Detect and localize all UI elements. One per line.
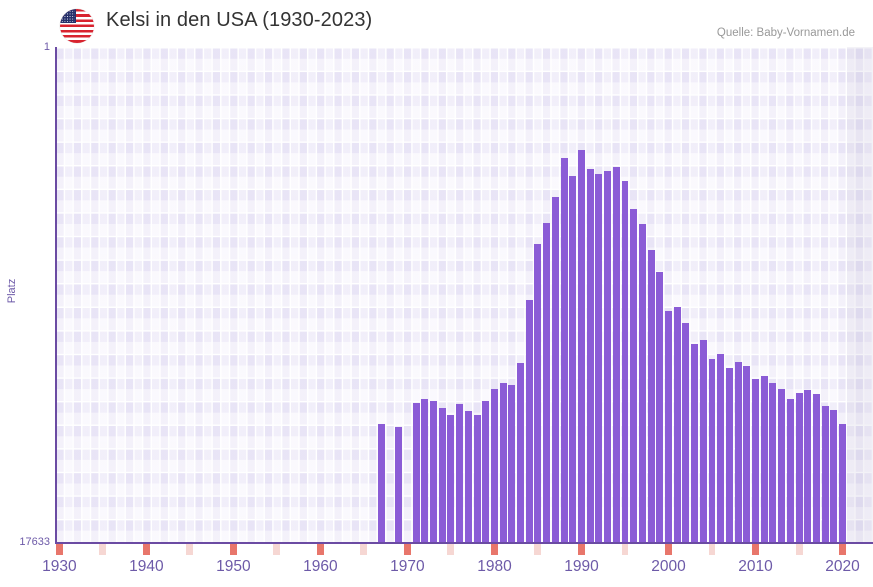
x-axis-tick bbox=[534, 544, 542, 555]
bar[interactable] bbox=[499, 383, 507, 543]
bar[interactable] bbox=[752, 378, 759, 543]
bar[interactable] bbox=[673, 307, 681, 543]
bar[interactable] bbox=[630, 208, 638, 543]
x-axis-tick bbox=[490, 544, 498, 555]
bar[interactable] bbox=[665, 311, 672, 543]
bar[interactable] bbox=[421, 398, 429, 543]
x-axis-tick-label: 2020 bbox=[825, 558, 860, 575]
bar[interactable] bbox=[725, 367, 733, 543]
bar[interactable] bbox=[473, 414, 481, 543]
x-axis-tick bbox=[577, 544, 585, 555]
bar[interactable] bbox=[482, 401, 490, 543]
y-axis-tick-top: 1 bbox=[43, 41, 50, 53]
bar[interactable] bbox=[612, 166, 620, 543]
bar[interactable] bbox=[743, 366, 751, 543]
bar[interactable] bbox=[699, 339, 707, 543]
bar[interactable] bbox=[464, 411, 472, 543]
x-axis-tick bbox=[447, 544, 455, 555]
bar[interactable] bbox=[734, 362, 742, 543]
x-axis-tick bbox=[621, 544, 629, 555]
x-axis-tick-label: 1980 bbox=[477, 558, 512, 575]
us-flag-icon bbox=[60, 9, 94, 43]
y-axis-line bbox=[55, 47, 57, 544]
source-label: Quelle: Baby-Vornamen.de bbox=[716, 27, 855, 39]
bar[interactable] bbox=[456, 404, 464, 543]
bar[interactable] bbox=[508, 384, 516, 543]
bar[interactable] bbox=[543, 222, 551, 543]
bar[interactable] bbox=[586, 169, 594, 543]
x-axis-tick bbox=[360, 544, 368, 555]
bar[interactable] bbox=[830, 409, 838, 543]
bar[interactable] bbox=[447, 415, 455, 543]
x-axis-tick bbox=[142, 544, 150, 555]
bar[interactable] bbox=[647, 249, 655, 543]
bar[interactable] bbox=[656, 272, 664, 543]
bar[interactable] bbox=[517, 363, 525, 543]
x-axis-tick bbox=[752, 544, 759, 555]
x-axis-tick bbox=[839, 544, 846, 555]
bar[interactable] bbox=[821, 405, 829, 543]
bar[interactable] bbox=[795, 392, 803, 543]
flag-stars bbox=[61, 10, 75, 22]
x-axis-tick-label: 1930 bbox=[42, 558, 77, 575]
bar[interactable] bbox=[595, 173, 603, 543]
x-axis-tick bbox=[186, 544, 194, 555]
bar[interactable] bbox=[377, 423, 385, 543]
bar[interactable] bbox=[438, 408, 446, 543]
x-axis-tick-label: 1970 bbox=[390, 558, 425, 575]
bar[interactable] bbox=[621, 180, 629, 543]
x-axis-tick bbox=[403, 544, 411, 555]
bar[interactable] bbox=[534, 243, 542, 543]
x-axis-line bbox=[55, 542, 873, 544]
bar[interactable] bbox=[604, 170, 612, 543]
bar[interactable] bbox=[778, 388, 786, 543]
bar[interactable] bbox=[490, 388, 498, 543]
x-axis-tick-label: 2000 bbox=[651, 558, 686, 575]
x-axis-tick bbox=[665, 544, 672, 555]
bar[interactable] bbox=[812, 394, 820, 543]
bar[interactable] bbox=[804, 390, 812, 543]
bar[interactable] bbox=[638, 224, 646, 543]
x-axis-tick-label: 1940 bbox=[129, 558, 164, 575]
x-axis-tick bbox=[273, 544, 281, 555]
x-axis-tick-label: 1950 bbox=[216, 558, 251, 575]
bar[interactable] bbox=[769, 383, 777, 543]
bar[interactable] bbox=[708, 359, 716, 543]
x-axis-tick bbox=[795, 544, 803, 555]
y-axis-label: Platz bbox=[6, 278, 18, 304]
bar[interactable] bbox=[839, 423, 846, 543]
y-axis-tick-bottom: 17633 bbox=[19, 536, 50, 548]
bar[interactable] bbox=[682, 322, 690, 543]
plot-area bbox=[55, 47, 873, 543]
bar[interactable] bbox=[412, 402, 420, 543]
x-axis-tick-label: 1960 bbox=[303, 558, 338, 575]
page-title: Kelsi in den USA (1930-2023) bbox=[106, 9, 373, 31]
x-axis-tick bbox=[229, 544, 237, 555]
bar[interactable] bbox=[569, 176, 577, 543]
bar[interactable] bbox=[786, 398, 794, 543]
x-axis-tick bbox=[316, 544, 324, 555]
x-axis-tick-label: 1990 bbox=[564, 558, 599, 575]
bar[interactable] bbox=[691, 343, 699, 543]
bars-layer bbox=[55, 47, 873, 543]
x-axis-tick bbox=[99, 544, 107, 555]
bar[interactable] bbox=[525, 300, 533, 543]
x-axis-tick bbox=[708, 544, 716, 555]
bar[interactable] bbox=[577, 149, 585, 543]
bar[interactable] bbox=[560, 158, 568, 543]
bar[interactable] bbox=[395, 426, 403, 543]
x-axis-tick-label: 2010 bbox=[738, 558, 773, 575]
bar[interactable] bbox=[760, 376, 768, 543]
bar[interactable] bbox=[551, 197, 559, 543]
bar[interactable] bbox=[430, 401, 437, 543]
bar[interactable] bbox=[717, 353, 725, 543]
x-axis-tick bbox=[55, 544, 63, 555]
chart-header: Kelsi in den USA (1930-2023) Quelle: Bab… bbox=[0, 0, 873, 47]
